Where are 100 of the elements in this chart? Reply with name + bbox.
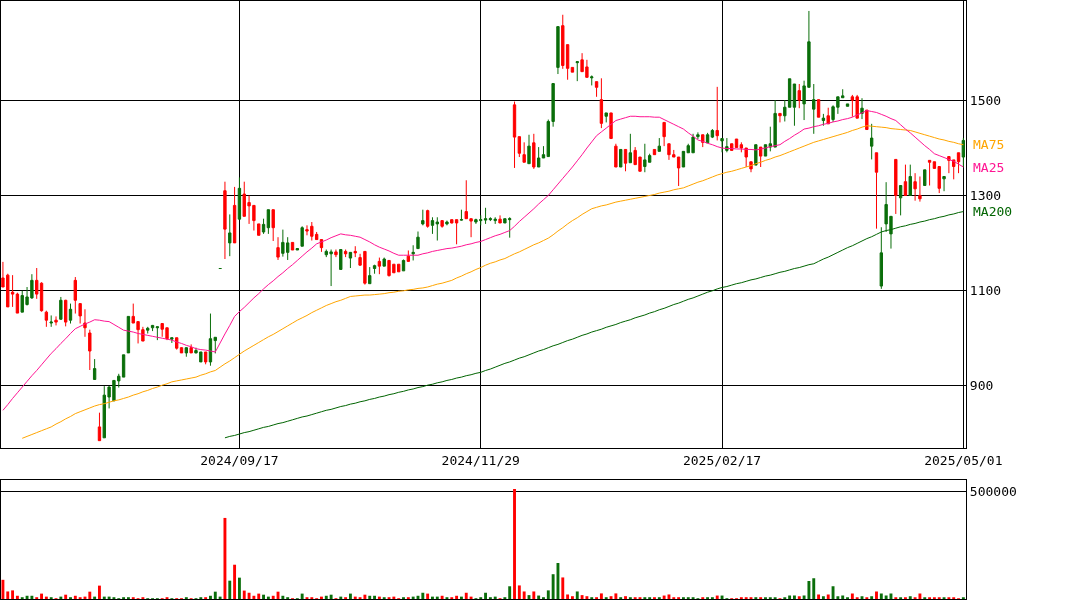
candlestick (97, 412, 102, 442)
bar (522, 591, 526, 599)
candlestick (927, 159, 932, 186)
candlestick (73, 276, 78, 315)
bar (64, 594, 68, 599)
candlestick (792, 83, 797, 127)
bar (223, 517, 227, 599)
candlestick (845, 103, 850, 107)
candlestick (720, 137, 724, 153)
candlestick (590, 74, 594, 86)
x-tick-label: 2024/09/17 (200, 452, 279, 468)
candlestick (898, 185, 903, 216)
candlestick (614, 143, 618, 168)
bar (228, 580, 232, 599)
bar (831, 586, 835, 599)
candlestick (512, 101, 517, 169)
bar (242, 590, 246, 599)
bar (209, 595, 212, 599)
candlestick (454, 219, 459, 245)
bar (875, 591, 878, 599)
candlestick (903, 164, 908, 196)
bar (561, 577, 565, 599)
candlestick (662, 121, 666, 147)
bar (918, 593, 922, 599)
candlestick (276, 236, 280, 261)
candlestick (850, 94, 855, 118)
candlestick (556, 26, 560, 75)
y-tick-label: 1500 (969, 93, 1002, 109)
bar (25, 595, 29, 599)
bar (252, 595, 256, 599)
candlestick (599, 77, 604, 129)
candlestick (261, 218, 266, 235)
bar (233, 564, 237, 599)
candlestick (271, 209, 275, 242)
candlestick (78, 303, 82, 325)
y-tick-label: 900 (969, 377, 994, 393)
candlestick (150, 324, 155, 332)
candlestick (266, 209, 271, 235)
candlestick (483, 207, 488, 225)
bar (368, 595, 372, 599)
bar (826, 594, 830, 599)
candlestick (146, 326, 150, 334)
bar (15, 595, 19, 599)
candlestick (797, 83, 801, 109)
candlestick (488, 216, 493, 222)
bar (508, 586, 512, 599)
candlestick (44, 310, 49, 328)
candlestick (189, 343, 193, 354)
bar (348, 593, 352, 599)
bar (363, 594, 367, 599)
candlestick (377, 257, 382, 275)
candlestick (604, 112, 608, 123)
bar (426, 593, 430, 599)
bar (792, 595, 796, 599)
bar (30, 595, 34, 599)
bar (440, 595, 444, 599)
candlestick (425, 209, 430, 229)
candlestick (536, 146, 541, 168)
series-label: MA25 (973, 160, 1005, 175)
candlestick (343, 249, 348, 258)
candlestick (401, 258, 406, 272)
bar (1, 579, 5, 599)
bar (464, 592, 468, 599)
candlestick (416, 231, 420, 250)
candlestick (894, 158, 898, 215)
candlestick (421, 209, 425, 226)
candlestick (372, 264, 377, 275)
candlestick (223, 181, 227, 260)
bar (575, 591, 579, 599)
candlestick (609, 112, 613, 140)
candlestick (913, 172, 917, 202)
candlestick (15, 292, 20, 314)
candlestick (749, 161, 753, 173)
candlestick (300, 225, 304, 247)
bar (300, 593, 304, 599)
candlestick (440, 220, 444, 229)
bar (870, 596, 874, 599)
candlestick (812, 83, 816, 135)
series-label: MA75 (973, 137, 1005, 152)
bar (11, 590, 15, 599)
candlestick (63, 299, 68, 327)
bar (841, 595, 845, 599)
candlestick (68, 303, 73, 325)
x-tick-label: 2025/05/01 (924, 452, 1003, 468)
bar (817, 594, 821, 599)
y-tick-label: 500000 (969, 483, 1017, 499)
bar (585, 596, 589, 599)
candlestick (821, 113, 826, 127)
bar (237, 577, 241, 599)
candlestick (778, 112, 782, 123)
bar (662, 595, 666, 599)
bar (484, 592, 488, 599)
candlestick (947, 156, 951, 174)
bar (271, 595, 275, 599)
candlestick (10, 274, 15, 308)
candlestick (445, 220, 449, 226)
candlestick (710, 128, 715, 139)
candlestick (54, 315, 58, 326)
candlestick (237, 176, 242, 220)
candlestick (643, 143, 647, 173)
